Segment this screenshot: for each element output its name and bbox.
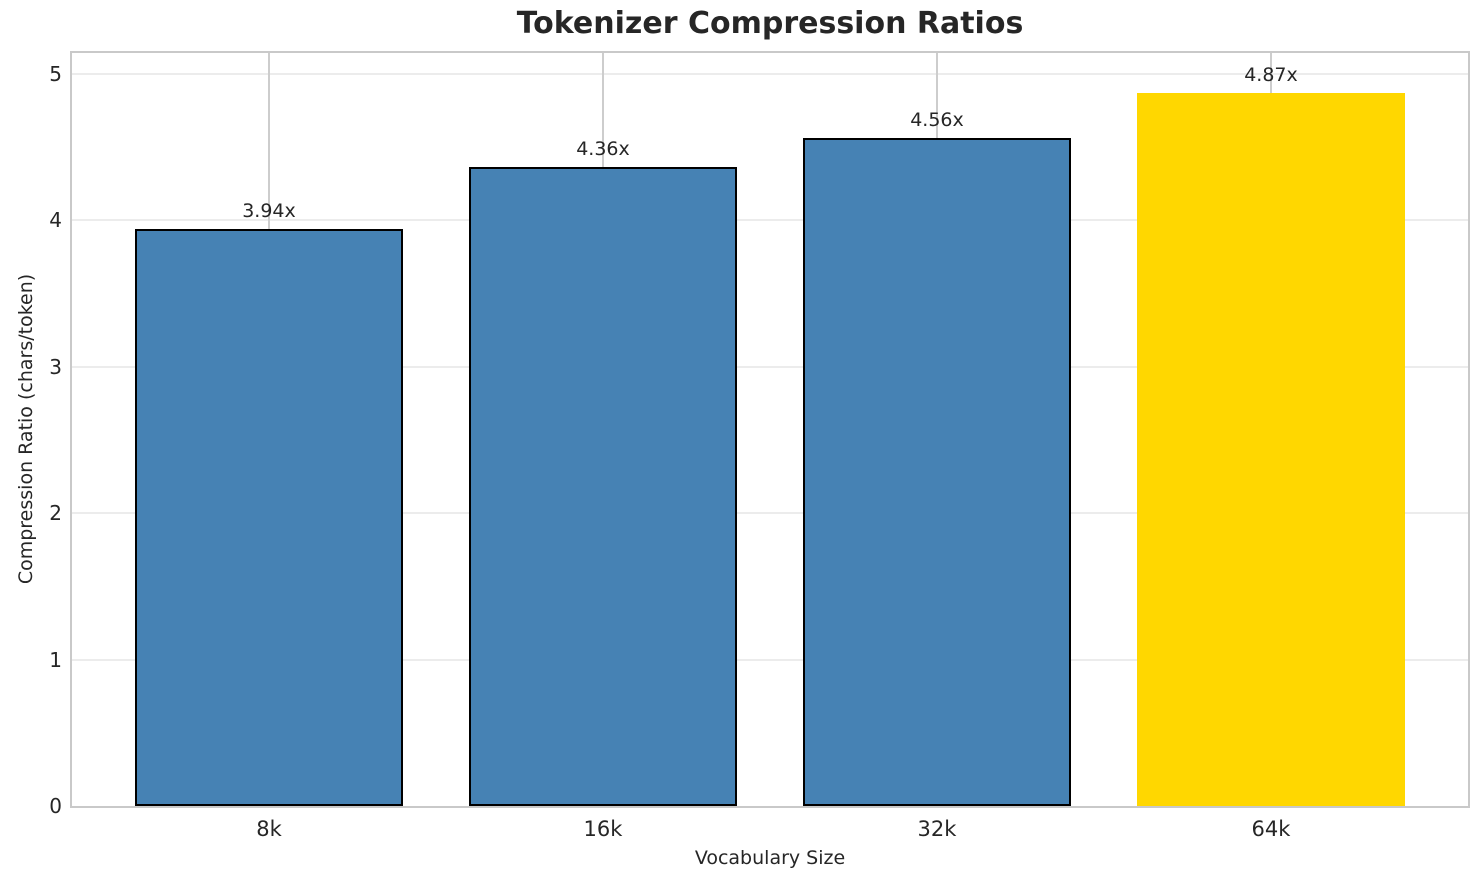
bar-value-label-64k: 4.87x — [1244, 63, 1298, 86]
y-tick-label-0: 0 — [49, 794, 62, 818]
bar-64k — [1137, 92, 1405, 806]
chart-title: Tokenizer Compression Ratios — [516, 6, 1024, 41]
y-tick-label-4: 4 — [49, 208, 62, 232]
x-tick-label-16k: 16k — [583, 817, 623, 841]
y-gridline-2 — [72, 512, 1468, 515]
bar-32k — [803, 137, 1071, 806]
y-gridline-4 — [72, 219, 1468, 222]
bar-value-label-32k: 4.56x — [910, 108, 964, 131]
y-tick-label-2: 2 — [49, 501, 62, 525]
y-tick-label-1: 1 — [49, 647, 62, 672]
bar-value-label-16k: 4.36x — [576, 138, 630, 161]
bar-16k — [469, 167, 737, 806]
x-tick-label-64k: 64k — [1251, 817, 1291, 841]
y-tick-label-5: 5 — [49, 61, 62, 86]
x-axis-label: Vocabulary Size — [694, 847, 846, 869]
y-gridline-1 — [72, 658, 1468, 661]
y-axis-label: Compression Ratio (chars/token) — [15, 273, 37, 585]
y-gridline-3 — [72, 365, 1468, 368]
y-tick-label-3: 3 — [49, 354, 62, 379]
y-gridline-5 — [72, 72, 1468, 75]
bar-value-label-8k: 3.94x — [242, 199, 296, 222]
x-tick-label-8k: 8k — [256, 817, 282, 841]
bar-8k — [135, 228, 403, 806]
x-tick-label-32k: 32k — [917, 817, 957, 841]
plot-area: 3.94x 4.36x 4.56x 4.87x — [70, 51, 1470, 808]
